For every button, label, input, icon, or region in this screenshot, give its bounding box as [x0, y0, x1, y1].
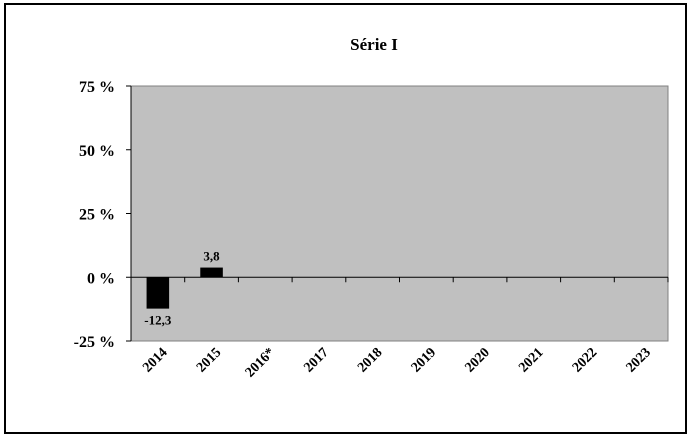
plot-area: 75 % 50 % 25 % 0 % -25 % 2014 2015 2016* 2017 201… — [74, 79, 669, 381]
x-tick-label: 2021 — [516, 345, 546, 375]
x-tick-label: 2019 — [409, 345, 439, 375]
x-tick-label: 2016* — [243, 345, 278, 380]
bar — [200, 267, 223, 278]
bar — [146, 277, 170, 309]
y-tick-label: -25 % — [74, 334, 115, 351]
plot-background — [130, 85, 669, 342]
x-tick-label: 2018 — [355, 345, 385, 375]
y-tick-label: 75 % — [79, 79, 115, 96]
x-tick-label: 2017 — [301, 345, 331, 375]
y-tick-label: 25 % — [79, 207, 115, 224]
data-label: -12,3 — [144, 313, 172, 328]
x-tick-label: 2015 — [194, 345, 224, 375]
x-tick-label: 2022 — [570, 345, 600, 375]
x-tick-label: 2020 — [462, 345, 492, 375]
chart-title: Série I — [350, 35, 398, 54]
y-tick-label: 50 % — [79, 143, 115, 160]
x-tick-label: 2023 — [624, 345, 654, 375]
data-label: 3,8 — [203, 249, 220, 264]
x-tick-label: 2014 — [140, 345, 170, 375]
y-tick-label: 0 % — [87, 270, 115, 287]
